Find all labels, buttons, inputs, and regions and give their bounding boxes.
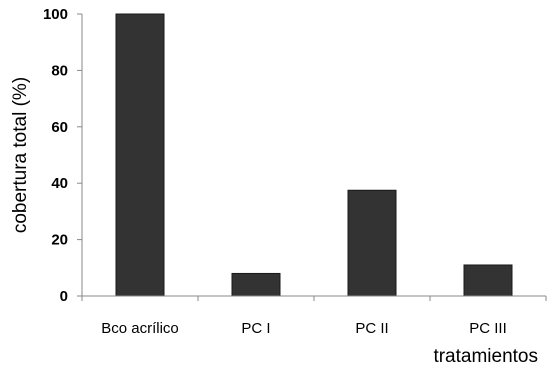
y-tick-label: 40 xyxy=(51,175,68,192)
bar xyxy=(231,272,281,297)
bars-group xyxy=(115,13,513,297)
x-axis-title: tratamientos xyxy=(433,346,538,367)
bar xyxy=(115,13,165,297)
x-category-label: Bco acrílico xyxy=(101,320,179,337)
x-category-label: PC III xyxy=(469,320,507,337)
x-category-label: PC II xyxy=(355,320,388,337)
bar xyxy=(347,189,397,297)
y-tick-label: 60 xyxy=(51,119,68,136)
y-axis-title: cobertura total (%) xyxy=(10,77,31,233)
y-tick-label: 0 xyxy=(60,288,68,305)
y-tick-label: 20 xyxy=(51,232,68,249)
y-tick-label: 80 xyxy=(51,62,68,79)
bar xyxy=(463,264,513,297)
y-ticks-group: 0 20 40 60 80 100 xyxy=(43,6,82,305)
x-category-label: PC I xyxy=(241,320,270,337)
y-tick-label: 100 xyxy=(43,6,68,23)
x-ticks-group: Bco acrílico PC I PC II PC III xyxy=(81,296,547,337)
